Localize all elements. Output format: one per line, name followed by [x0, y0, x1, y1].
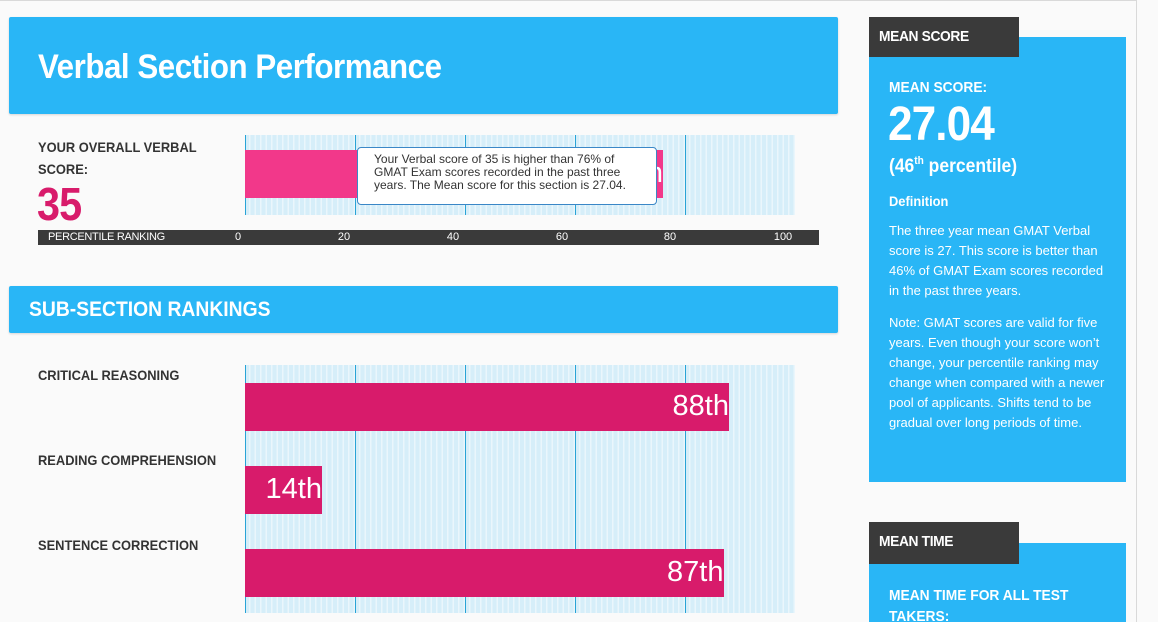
definition-text: The three year mean GMAT Verbal score is… [889, 223, 1104, 298]
subsection-track: 88th 14th 87th [245, 365, 795, 613]
axis-tick: 60 [555, 231, 569, 243]
mean-time-tab-label: MEAN TIME [879, 533, 954, 550]
overall-score-label: YOUR OVERALL VERBAL SCORE: [38, 139, 197, 177]
overall-score-tooltip: Your Verbal score of 35 is higher than 7… [357, 147, 657, 205]
mean-time-heading: MEAN TIME FOR ALL TEST TAKERS: [889, 587, 1069, 622]
mean-score-percentile: (46th percentile) [889, 155, 1018, 177]
axis-tick: 100 [773, 231, 793, 243]
sentence-correction-bar[interactable]: 87th [245, 549, 724, 597]
section-header: Verbal Section Performance [9, 17, 838, 114]
axis-tick: 80 [663, 231, 677, 243]
percentile-axis: PERCENTILE RANKING 0 20 40 60 80 100 [38, 230, 819, 245]
page-title: Verbal Section Performance [38, 48, 442, 86]
critical-reasoning-percentile: 88th [672, 390, 729, 422]
mean-score-tab-label: MEAN SCORE [879, 28, 969, 45]
mean-score-panel: MEAN SCORE: 27.04 (46th percentile) Defi… [869, 37, 1126, 482]
reading-comprehension-percentile: 14th [265, 473, 322, 505]
definition-heading: Definition [889, 193, 949, 209]
mean-score-tab[interactable]: MEAN SCORE [869, 17, 1019, 57]
mean-score-heading: MEAN SCORE: [889, 79, 988, 96]
critical-reasoning-bar[interactable]: 88th [245, 383, 729, 431]
note-text: Note: GMAT scores are valid for five yea… [889, 315, 1105, 430]
axis-tick: 40 [446, 231, 460, 243]
sentence-correction-label: SENTENCE CORRECTION [38, 537, 199, 553]
reading-comprehension-label: READING COMPREHENSION [38, 452, 217, 468]
critical-reasoning-label: CRITICAL REASONING [38, 367, 180, 383]
axis-tick: 20 [337, 231, 351, 243]
mean-score-value: 27.04 [888, 98, 995, 151]
mean-time-tab[interactable]: MEAN TIME [869, 522, 1019, 564]
subsection-header: SUB-SECTION RANKINGS [9, 286, 838, 333]
reading-comprehension-bar[interactable]: 14th [245, 466, 322, 514]
axis-title: PERCENTILE RANKING [48, 231, 165, 243]
sentence-correction-percentile: 87th [667, 556, 724, 588]
subsection-title: SUB-SECTION RANKINGS [29, 298, 271, 321]
axis-tick: 0 [234, 231, 242, 243]
overall-score-value: 35 [37, 178, 82, 230]
